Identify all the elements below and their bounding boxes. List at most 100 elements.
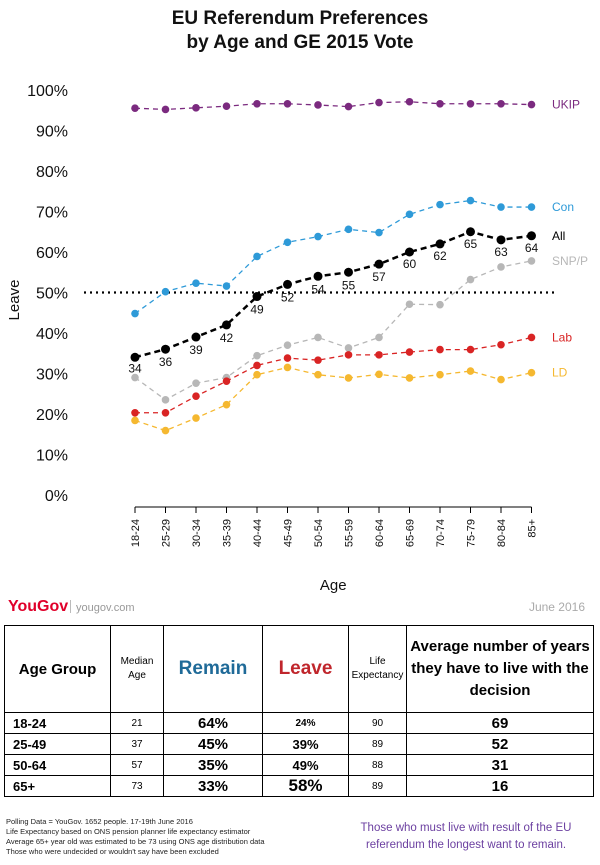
footer-divider — [70, 600, 71, 613]
header-leave: Leave — [262, 625, 349, 713]
chart-date: June 2016 — [528, 600, 585, 614]
data-point — [527, 333, 536, 342]
leave-cell: 58% — [262, 775, 349, 797]
data-point — [436, 345, 444, 354]
data-label: 62 — [433, 249, 447, 263]
remain-cell: 64% — [163, 712, 263, 734]
average-years-cell: 31 — [406, 754, 594, 776]
y-tick-label: 30% — [36, 367, 68, 384]
table-row: 18-24 21 64% 24% 90 69 — [4, 712, 594, 734]
data-point — [314, 232, 322, 241]
data-label: 39 — [189, 343, 203, 357]
data-point — [466, 275, 475, 284]
data-point — [131, 309, 139, 318]
data-point — [405, 247, 414, 257]
data-point — [283, 341, 292, 349]
data-point — [161, 287, 170, 296]
y-tick-label: 50% — [36, 286, 68, 303]
data-label: 36 — [159, 355, 173, 369]
life-expectancy-cell: 89 — [348, 733, 407, 755]
life-expectancy-cell: 89 — [348, 775, 407, 797]
x-tick-label: 35-39 — [222, 519, 234, 547]
x-tick-label: 85+ — [527, 519, 539, 538]
data-point — [374, 259, 384, 269]
data-point — [344, 267, 353, 277]
data-point — [192, 392, 200, 400]
data-point — [436, 200, 444, 209]
y-tick-label: 20% — [36, 407, 68, 424]
life-expectancy-cell: 90 — [348, 712, 407, 734]
x-tick-label: 25-29 — [161, 519, 173, 547]
header-life-expectancy: Life Expectancy — [348, 625, 407, 713]
data-point — [283, 99, 292, 108]
data-point — [131, 104, 139, 113]
data-point — [405, 348, 414, 356]
data-point — [161, 408, 170, 417]
data-point — [436, 300, 444, 309]
data-label: 63 — [494, 245, 508, 259]
series-line-ukip — [134, 101, 532, 111]
series-line-ld — [134, 366, 532, 432]
data-point — [405, 300, 414, 309]
data-point — [466, 367, 475, 375]
x-tick-label: 50-54 — [313, 519, 325, 547]
series-label: Lab — [552, 330, 572, 344]
data-point — [375, 333, 383, 342]
header-remain: Remain — [163, 625, 263, 713]
data-label: 49 — [250, 303, 264, 317]
data-point — [527, 203, 536, 211]
data-point — [497, 203, 505, 211]
header-median-age: Median Age — [110, 625, 164, 713]
data-point — [527, 100, 536, 109]
data-point — [252, 292, 262, 302]
footnote: Average 65+ year old was estimated to be… — [6, 837, 265, 846]
leave-cell: 49% — [262, 754, 349, 776]
series-line-snp-p — [134, 260, 532, 401]
y-tick-label: 100% — [27, 83, 68, 100]
x-tick-label: 18-24 — [130, 519, 142, 547]
y-tick-label: 10% — [36, 448, 68, 465]
data-point — [314, 333, 322, 342]
data-point — [131, 373, 139, 382]
table-row: 25-49 37 45% 39% 89 52 — [4, 733, 594, 755]
data-point — [436, 99, 444, 108]
data-point — [192, 279, 200, 287]
age-cell: 50-64 — [4, 754, 111, 776]
data-point — [527, 257, 536, 265]
data-label: 34 — [128, 361, 142, 375]
data-point — [222, 102, 231, 110]
average-years-cell: 16 — [406, 775, 594, 797]
data-point — [497, 99, 505, 108]
x-tick-label: 75-79 — [466, 519, 478, 547]
leave-cell: 24% — [262, 712, 349, 734]
footnote: Those who were undecided or wouldn't say… — [6, 847, 219, 856]
summary-table: Age Group Median Age Remain Leave Life E… — [4, 625, 594, 797]
data-label: 65 — [464, 237, 478, 251]
data-point — [497, 263, 505, 271]
y-tick-label: 40% — [36, 326, 68, 343]
data-point — [344, 374, 353, 382]
data-point — [375, 370, 383, 379]
chart-subtitle: by Age and GE 2015 Vote — [186, 32, 414, 53]
data-point — [161, 105, 170, 114]
remain-cell: 35% — [163, 754, 263, 776]
header-average-years: Average number of years they have to liv… — [406, 625, 594, 713]
series-label: SNP/P — [552, 254, 588, 268]
data-point — [222, 377, 231, 385]
conclusion-text: Those who must live with result of the E… — [360, 822, 572, 851]
leave-cell: 39% — [262, 733, 349, 755]
x-tick-label: 65-69 — [405, 519, 417, 547]
data-point — [253, 351, 261, 360]
data-point — [192, 379, 200, 388]
data-point — [466, 345, 475, 354]
chart-title: EU Referendum Preferences — [171, 8, 429, 29]
footnotes: Polling Data = YouGov. 1652 people. 17-1… — [6, 817, 265, 857]
data-point — [375, 98, 383, 107]
line-chart: 0% 10% 20% 30% 40% 50% 60% 70% 80% 90% 100% Leave 18… — [6, 83, 588, 594]
data-point — [344, 351, 353, 359]
data-point — [253, 361, 261, 370]
data-point — [344, 344, 353, 352]
data-point — [253, 370, 261, 379]
data-point — [314, 356, 322, 364]
data-label: 52 — [281, 290, 295, 304]
